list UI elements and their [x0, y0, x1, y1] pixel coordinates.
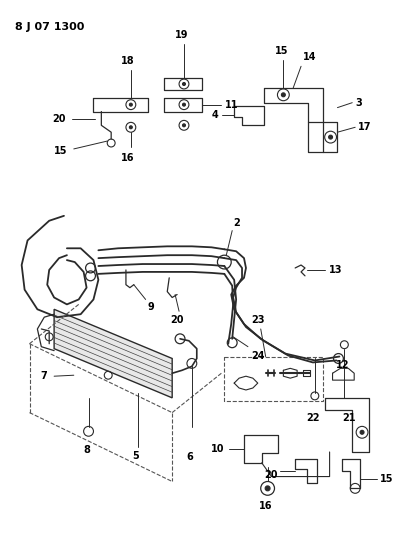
Circle shape [182, 103, 186, 106]
Text: 17: 17 [358, 122, 372, 132]
Text: 9: 9 [148, 302, 154, 312]
Text: 11: 11 [225, 100, 239, 110]
Text: 19: 19 [175, 30, 189, 40]
Circle shape [129, 126, 132, 129]
Text: 20: 20 [52, 115, 66, 124]
Text: 8 J 07 1300: 8 J 07 1300 [15, 22, 84, 32]
Circle shape [329, 135, 333, 139]
Text: 10: 10 [211, 444, 224, 454]
Text: 6: 6 [186, 452, 193, 462]
Circle shape [182, 83, 186, 85]
Text: 13: 13 [329, 265, 342, 275]
Bar [224, 357, 323, 401]
Circle shape [182, 124, 186, 127]
Polygon shape [54, 309, 172, 398]
Text: 8: 8 [83, 445, 90, 455]
Text: 15: 15 [275, 46, 288, 56]
Text: 16: 16 [259, 501, 272, 511]
Text: 12: 12 [336, 360, 349, 370]
Text: 15: 15 [54, 146, 68, 156]
Text: 4: 4 [212, 110, 218, 120]
Text: 5: 5 [132, 451, 139, 461]
Text: 23: 23 [251, 315, 264, 325]
Text: 16: 16 [121, 153, 135, 163]
Circle shape [360, 430, 364, 434]
Text: 15: 15 [380, 473, 393, 483]
Text: 14: 14 [303, 52, 316, 62]
Text: 7: 7 [41, 371, 47, 381]
Text: 18: 18 [121, 56, 135, 66]
Text: 24: 24 [251, 351, 264, 361]
Text: 21: 21 [342, 413, 356, 423]
Text: 22: 22 [306, 413, 320, 423]
Text: 2: 2 [233, 217, 240, 228]
Text: 20: 20 [170, 315, 184, 325]
Text: 3: 3 [355, 98, 362, 108]
Circle shape [265, 486, 270, 491]
Circle shape [281, 93, 285, 97]
Text: 20: 20 [264, 470, 277, 480]
Circle shape [129, 103, 132, 106]
